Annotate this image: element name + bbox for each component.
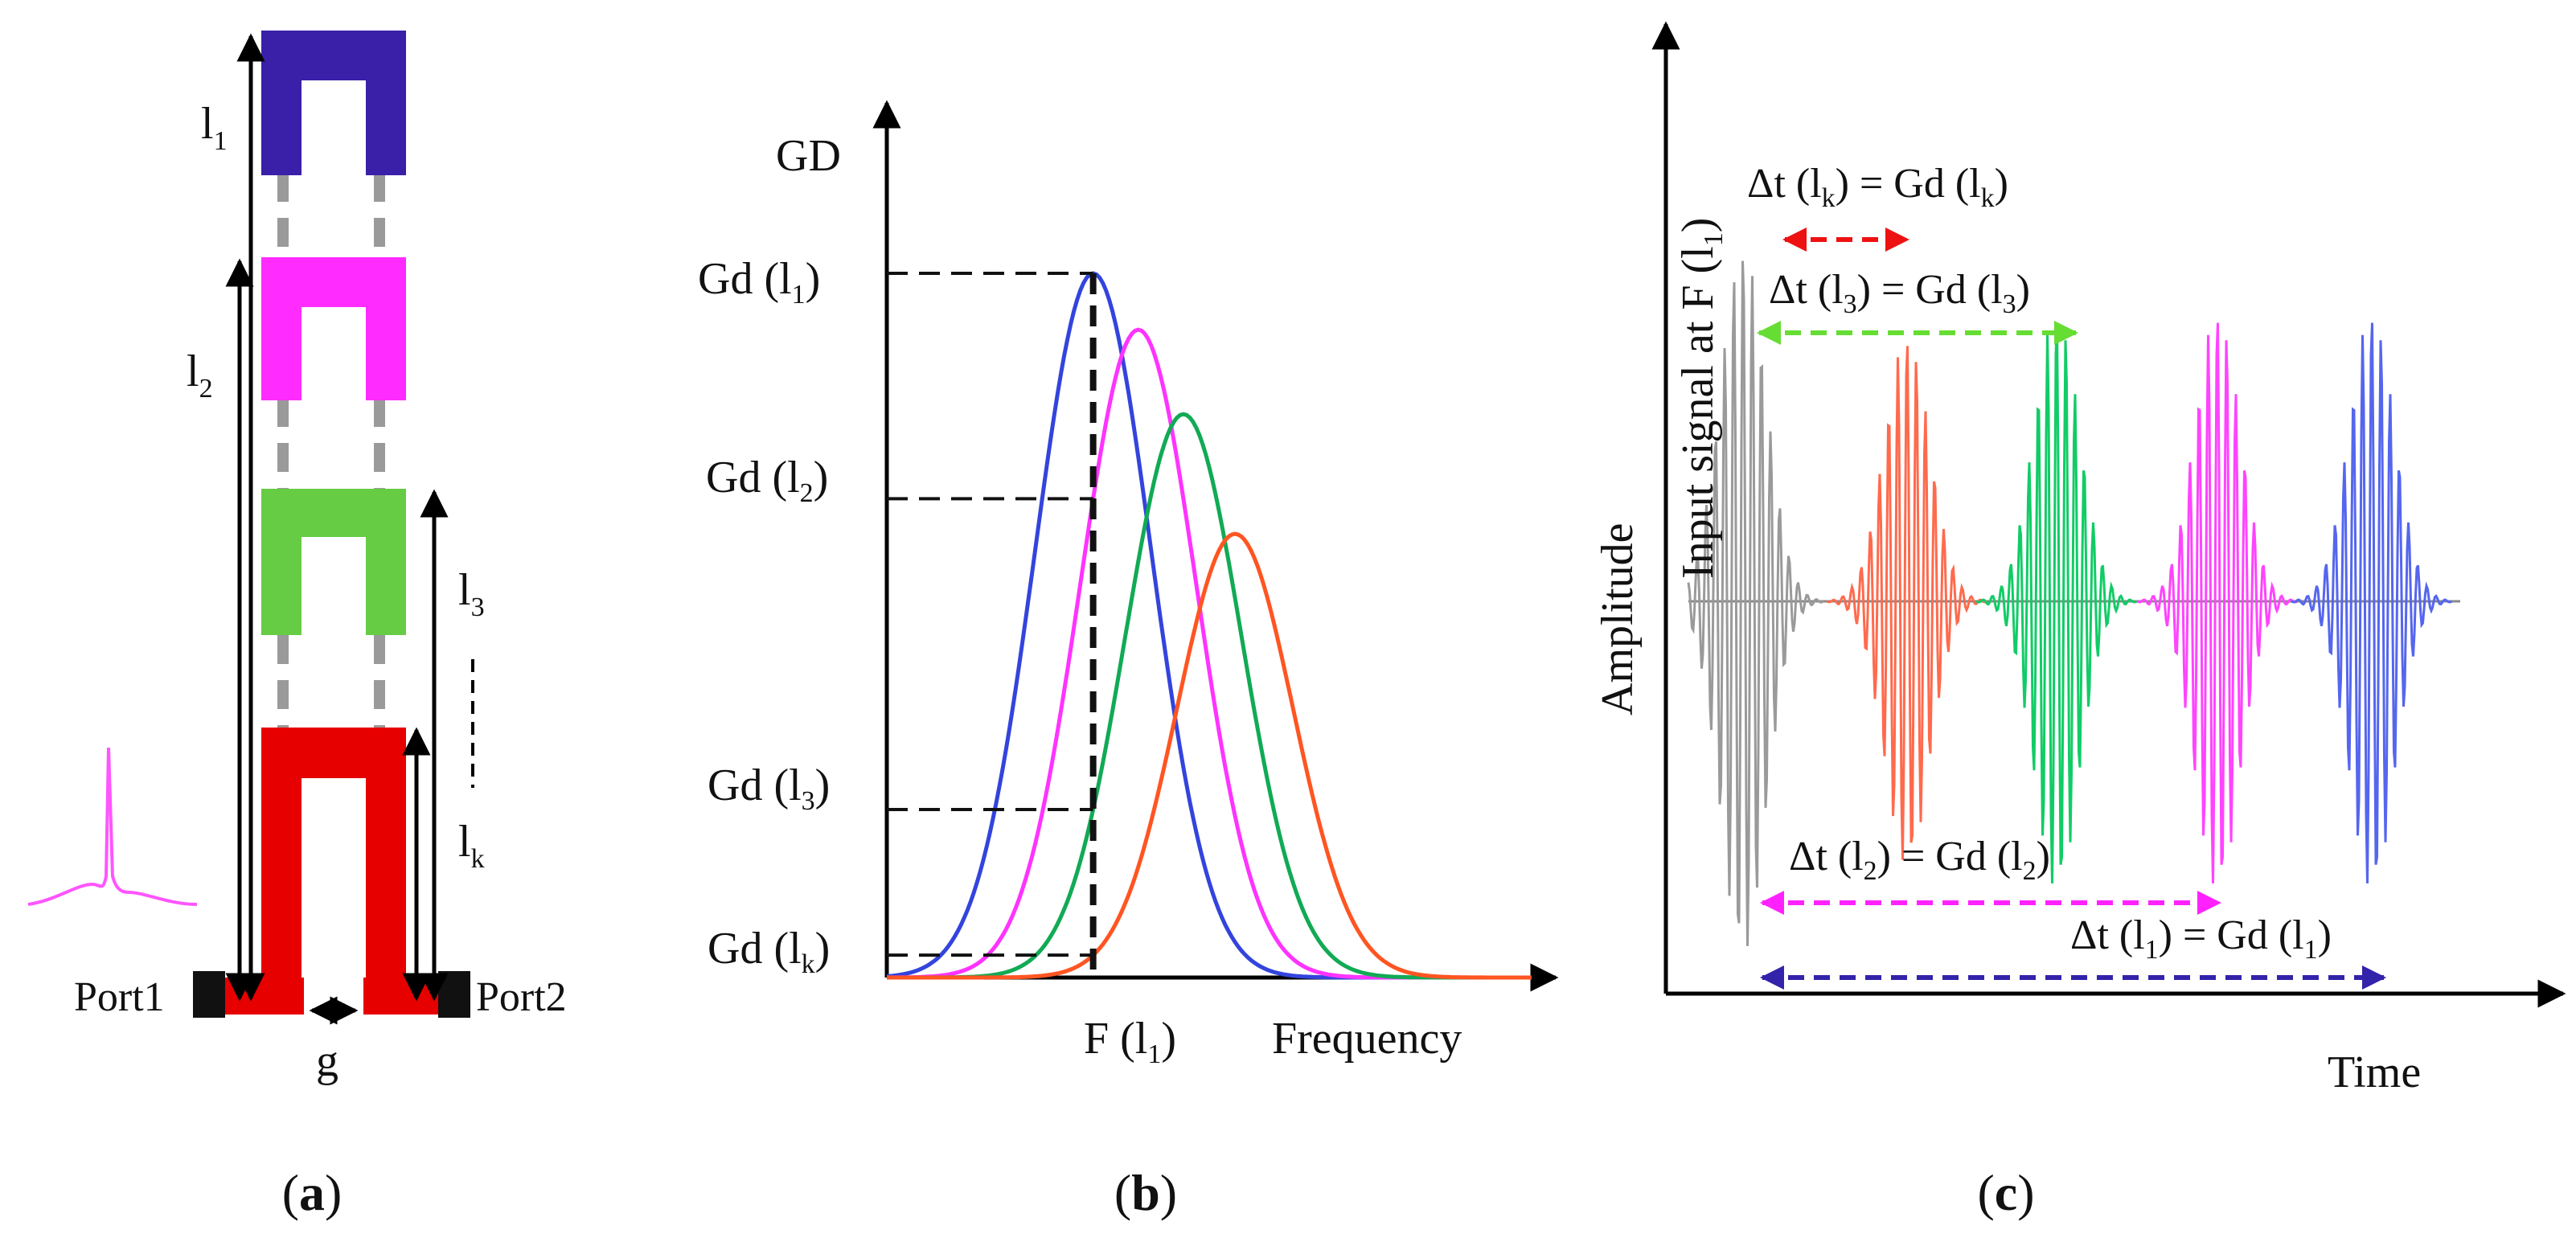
caption-a: (a) [282, 1164, 343, 1221]
gd-tick-l2: Gd (l2) [706, 453, 828, 508]
label-l2: l2 [187, 346, 213, 404]
annotation-dt-lk: Δt (lk) = Gd (lk) [1747, 161, 2008, 213]
x-axis-label-c: Time [2328, 1047, 2421, 1097]
resonator-lk [261, 728, 406, 1015]
resonator-l2 [261, 257, 406, 400]
gd-tick-l1: Gd (l1) [698, 254, 820, 310]
annotation-dt-l3: Δt (l3) = Gd (l3) [1769, 267, 2030, 319]
label-l3: l3 [458, 565, 485, 622]
gd-curve-l1 [886, 271, 1532, 980]
wave-packet-input [1687, 260, 1824, 946]
wave-packet-lk [1826, 346, 1987, 860]
gd-curve-lk [887, 531, 1532, 980]
resonator-l1 [261, 31, 406, 175]
caption-b: (b) [1114, 1164, 1177, 1221]
label-port1: Port1 [74, 974, 165, 1020]
gd-tick-lk: Gd (lk) [708, 924, 830, 979]
resonator-connectors [277, 173, 385, 728]
caption-c: (c) [1977, 1164, 2034, 1221]
annotation-dt-l2: Δt (l2) = Gd (l2) [1789, 834, 2050, 886]
gd-curve-l3 [887, 412, 1532, 980]
wave-packet-l1 [2291, 322, 2453, 883]
input-signal-label: Input signal at F (l1) [1673, 218, 1729, 579]
wave-packet-l3 [1975, 322, 2138, 883]
panel-a: l1 l2 l3 lk Port1 Port2 g (a) [27, 31, 567, 1221]
x-axis-label-b: Frequency [1272, 1014, 1462, 1064]
wave-packet-l2 [2136, 322, 2299, 883]
label-l1: l1 [201, 99, 228, 156]
gd-curves [886, 271, 1532, 980]
y-axis-label-c: Amplitude [1593, 523, 1643, 715]
label-port2: Port2 [476, 974, 567, 1020]
label-gap: g [316, 1036, 338, 1086]
annotation-dt-l1: Δt (l1) = Gd (l1) [2070, 912, 2332, 965]
panel-c: Amplitude Input signal at F (l1) Time Δt… [1593, 21, 2566, 1221]
input-pulse-icon [27, 747, 198, 906]
label-lk: lk [458, 817, 485, 874]
x-tick-f-l1: F (l1) [1084, 1014, 1176, 1069]
panel-b: GD Frequency F (l1) Gd (l1) Gd (l2) Gd (… [698, 100, 1559, 1221]
gd-tick-l3: Gd (l3) [708, 760, 830, 816]
port1-block [193, 971, 225, 1018]
gd-guides [887, 272, 1097, 978]
resonator-l3 [261, 489, 406, 635]
port2-block [438, 971, 470, 1018]
y-axis-label-b: GD [776, 131, 841, 181]
